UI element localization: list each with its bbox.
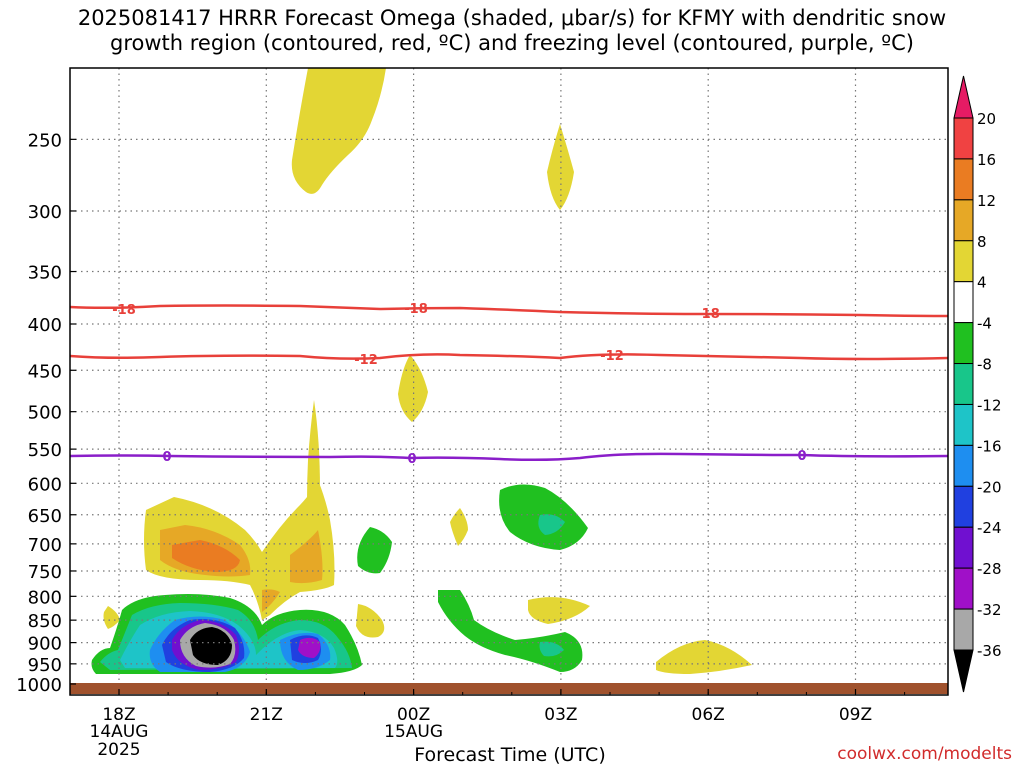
x-tick-label: 09Z [839, 705, 872, 725]
x-tick-label: 00Z [397, 705, 430, 725]
x-tick-date: 15AUG [384, 722, 443, 742]
omega-region-4 [103, 606, 120, 629]
omega-region-neg8 [538, 514, 565, 535]
omega-region-8 [262, 589, 280, 612]
colorbar-segment [953, 75, 974, 119]
x-tick-label: 03Z [544, 705, 577, 725]
contour-labels: -18 -18 -18 -12 -12 0 0 0 [112, 302, 806, 467]
colorbar-tick-label: 16 [977, 151, 996, 169]
colorbar-segment [953, 608, 974, 651]
contour-label: 0 [407, 452, 416, 467]
y-tick-label: 800 [28, 587, 62, 608]
y-axis: 2503003504004505005506006507007508008509… [16, 130, 76, 696]
colorbar-segment [953, 485, 974, 528]
omega-region-neg4 [357, 527, 392, 574]
temperature-contour-minus12 [69, 353, 949, 361]
y-tick-label: 350 [28, 263, 62, 284]
x-axis-label: Forecast Time (UTC) [414, 744, 606, 766]
y-tick-label: 300 [28, 202, 62, 223]
y-tick-label: 250 [28, 130, 62, 151]
freezing-level-contour-0 [69, 452, 949, 462]
colorbar-tick-label: 8 [977, 233, 987, 251]
x-tick-year: 2025 [97, 740, 140, 760]
title-line-2: growth region (contoured, red, ºC) and f… [110, 31, 914, 55]
ground-surface [70, 683, 948, 694]
y-tick-label: 900 [28, 634, 62, 655]
colorbar-segment [953, 526, 974, 569]
colorbar-segment [953, 117, 974, 160]
omega-region-4 [356, 604, 385, 638]
temperature-contour-minus18 [69, 304, 949, 318]
y-tick-label: 400 [28, 315, 62, 336]
colorbar-segment [953, 649, 974, 693]
y-tick-label: 550 [28, 440, 62, 461]
x-tick-label: 18Z [102, 705, 135, 725]
omega-region-4 [656, 640, 752, 674]
x-tick-label: 06Z [692, 705, 725, 725]
x-tick-label: 21Z [250, 705, 283, 725]
y-tick-label: 850 [28, 611, 62, 632]
colorbar-segment [953, 322, 974, 365]
y-tick-label: 950 [28, 655, 62, 676]
colorbar-tick-label: -16 [977, 437, 1002, 455]
contour-label: -12 [354, 353, 378, 368]
colorbar-tick-label: -12 [977, 396, 1002, 414]
colorbar-tick-label: 12 [977, 192, 996, 210]
contour-label: -12 [600, 349, 624, 364]
colorbar-tick-label: -20 [977, 478, 1002, 496]
omega-region-4 [528, 597, 590, 624]
omega-region-neg28 [298, 637, 321, 658]
colorbar: 20 16 12 8 4 -4 -8 -12 -16 -20 -24 -28 -32 -36 [953, 75, 1002, 693]
colorbar-segment [953, 567, 974, 610]
colorbar-tick-label: -24 [977, 519, 1002, 537]
colorbar-tick-label: -36 [977, 642, 1002, 660]
y-tick-label: 1000 [16, 675, 62, 696]
colorbar-tick-label: -28 [977, 560, 1002, 578]
omega-region-8 [290, 530, 323, 584]
colorbar-segment [953, 199, 974, 242]
colorbar-segment [953, 444, 974, 487]
omega-shading [91, 68, 752, 674]
colorbar-tick-label: 20 [977, 110, 996, 128]
colorbar-segment [953, 363, 974, 405]
contour-label: -18 [112, 303, 136, 318]
x-tick-date: 14AUG [90, 722, 149, 742]
title-line-1: 2025081417 HRRR Forecast Omega (shaded, … [77, 6, 947, 30]
colorbar-segment [953, 240, 974, 283]
contour-label: -18 [404, 302, 428, 317]
colorbar-tick-label: -4 [977, 315, 992, 333]
omega-region-12 [172, 540, 240, 572]
colorbar-segment [953, 403, 974, 446]
contour-label: 0 [162, 450, 171, 465]
y-tick-label: 600 [28, 474, 62, 495]
contour-label: 0 [797, 449, 806, 464]
y-tick-label: 500 [28, 403, 62, 424]
colorbar-segment [953, 281, 974, 324]
y-tick-label: 450 [28, 361, 62, 382]
credit-link[interactable]: coolwx.com/modelts [837, 744, 1012, 764]
omega-region-4 [291, 68, 386, 194]
omega-region-neg36 [190, 627, 232, 665]
y-tick-label: 650 [28, 506, 62, 527]
colorbar-tick-label: -32 [977, 601, 1002, 619]
y-tick-label: 700 [28, 535, 62, 556]
colorbar-segment [953, 158, 974, 201]
chart-title: 2025081417 HRRR Forecast Omega (shaded, … [0, 6, 1024, 56]
y-tick-label: 750 [28, 562, 62, 583]
omega-region-4 [450, 508, 468, 546]
contour-label: -18 [696, 307, 720, 322]
colorbar-tick-label: 4 [977, 274, 987, 292]
plot-frame [69, 67, 949, 696]
colorbar-tick-label: -8 [977, 356, 992, 374]
omega-region-neg8 [539, 641, 564, 657]
